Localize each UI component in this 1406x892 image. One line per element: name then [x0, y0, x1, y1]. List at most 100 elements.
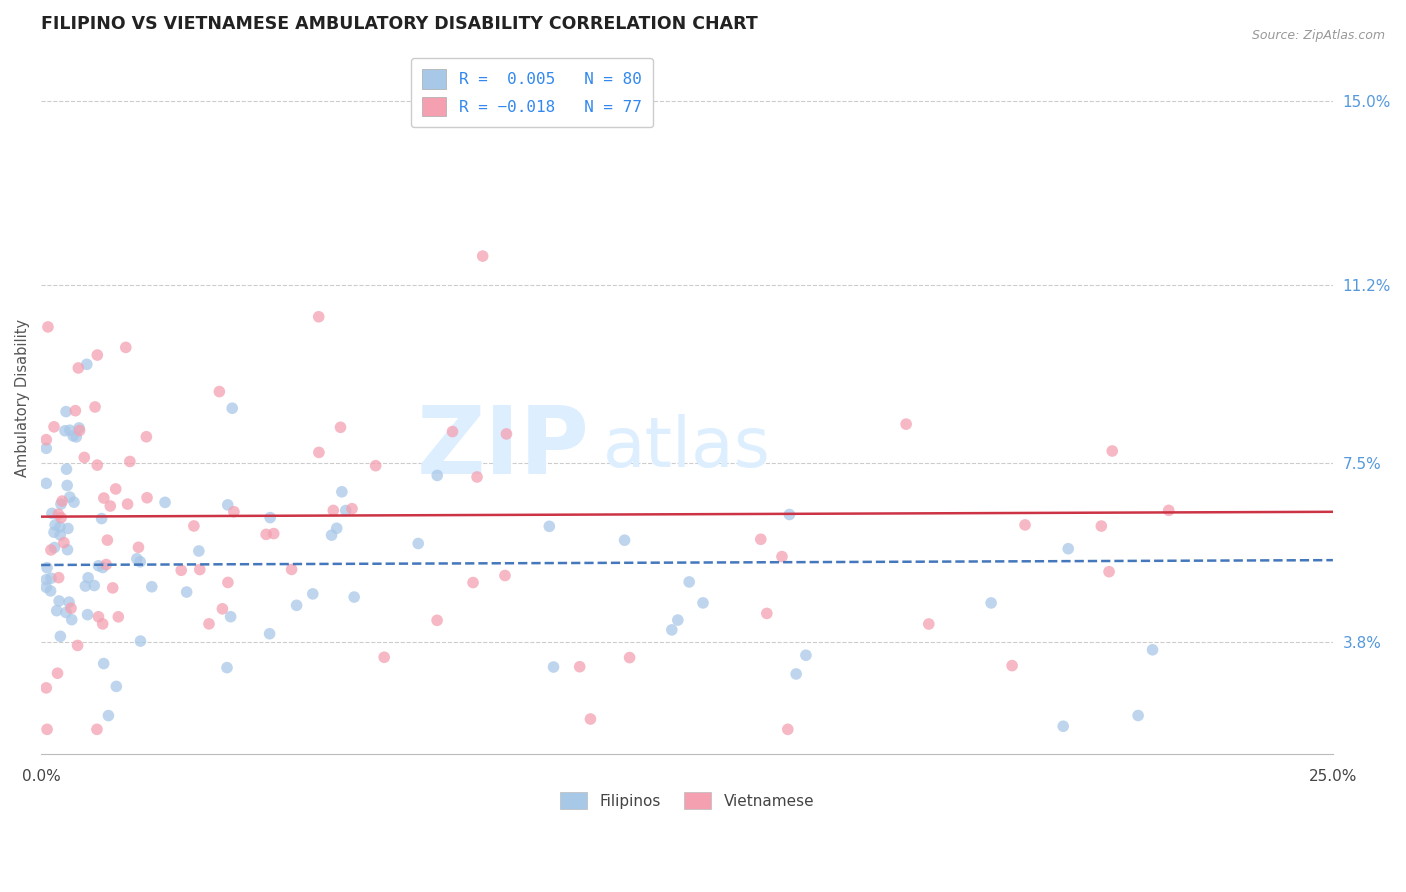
Point: [49, 629, 72, 643]
Point: [330, 484, 353, 499]
Point: [198, 616, 221, 631]
Point: [55, 606, 77, 620]
Point: [692, 596, 714, 610]
Point: [45, 604, 67, 618]
Point: [183, 519, 205, 533]
Point: [129, 555, 152, 569]
Point: [980, 596, 1002, 610]
Point: [426, 613, 449, 627]
Point: [48, 571, 70, 585]
Point: [1090, 519, 1112, 533]
Point: [35, 476, 58, 491]
Point: [91, 560, 114, 574]
Point: [41, 507, 63, 521]
Point: [59, 490, 82, 504]
Point: [263, 526, 285, 541]
Point: [129, 634, 152, 648]
Point: [494, 568, 516, 582]
Point: [91, 616, 114, 631]
Point: [55, 462, 77, 476]
Point: [1057, 541, 1080, 556]
Point: [96, 558, 118, 572]
Point: [1098, 565, 1121, 579]
Point: [60, 613, 83, 627]
Point: [1101, 444, 1123, 458]
Point: [49, 520, 72, 534]
Point: [441, 425, 464, 439]
Point: [894, 417, 917, 431]
Point: [538, 519, 561, 533]
Point: [217, 498, 239, 512]
Point: [217, 575, 239, 590]
Point: [63, 495, 86, 509]
Point: [776, 723, 799, 737]
Point: [60, 601, 83, 615]
Point: [755, 607, 778, 621]
Point: [37, 320, 59, 334]
Point: [35, 560, 58, 574]
Point: [406, 536, 429, 550]
Point: [335, 503, 357, 517]
Point: [285, 599, 308, 613]
Point: [104, 482, 127, 496]
Point: [221, 401, 243, 416]
Point: [53, 424, 76, 438]
Point: [301, 587, 323, 601]
Text: ZIP: ZIP: [418, 402, 591, 494]
Point: [543, 660, 565, 674]
Point: [219, 609, 242, 624]
Point: [55, 404, 77, 418]
Point: [49, 497, 72, 511]
Point: [666, 613, 689, 627]
Point: [35, 573, 58, 587]
Point: [56, 478, 79, 492]
Point: [579, 712, 602, 726]
Point: [118, 454, 141, 468]
Point: [749, 533, 772, 547]
Point: [1157, 503, 1180, 517]
Point: [52, 535, 75, 549]
Point: [1052, 719, 1074, 733]
Point: [495, 426, 517, 441]
Point: [35, 681, 58, 695]
Point: [1142, 642, 1164, 657]
Point: [619, 650, 641, 665]
Point: [568, 659, 591, 673]
Point: [90, 511, 112, 525]
Point: [661, 623, 683, 637]
Point: [65, 430, 87, 444]
Point: [259, 510, 281, 524]
Point: [76, 607, 98, 622]
Text: Source: ZipAtlas.com: Source: ZipAtlas.com: [1251, 29, 1385, 43]
Point: [44, 518, 66, 533]
Point: [373, 650, 395, 665]
Point: [308, 445, 330, 459]
Point: [461, 575, 484, 590]
Point: [87, 609, 110, 624]
Point: [343, 590, 366, 604]
Point: [107, 609, 129, 624]
Point: [73, 450, 96, 465]
Point: [127, 541, 149, 555]
Point: [280, 562, 302, 576]
Point: [471, 249, 494, 263]
Point: [39, 571, 62, 585]
Point: [66, 639, 89, 653]
Point: [105, 680, 128, 694]
Point: [770, 549, 793, 564]
Point: [49, 528, 72, 542]
Point: [39, 543, 62, 558]
Point: [208, 384, 231, 399]
Point: [93, 657, 115, 671]
Legend: Filipinos, Vietnamese: Filipinos, Vietnamese: [553, 784, 823, 817]
Point: [465, 470, 488, 484]
Point: [48, 594, 70, 608]
Point: [35, 580, 58, 594]
Point: [321, 528, 343, 542]
Point: [308, 310, 330, 324]
Point: [35, 442, 58, 456]
Point: [83, 578, 105, 592]
Point: [211, 602, 233, 616]
Point: [39, 583, 62, 598]
Point: [46, 666, 69, 681]
